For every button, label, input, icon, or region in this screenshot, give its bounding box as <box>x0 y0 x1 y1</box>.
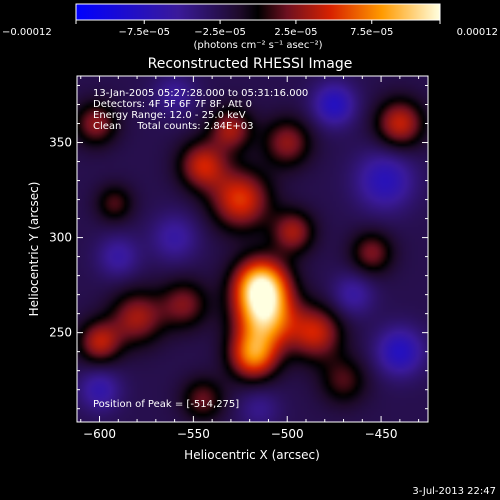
y-tick-label: 300 <box>49 231 72 245</box>
chart-title: Reconstructed RHESSI Image <box>148 56 353 72</box>
x-tick-label: −500 <box>271 427 304 441</box>
x-axis-label: Heliocentric X (arcsec) <box>184 448 320 462</box>
annotation-total-counts: Clean Total counts: 2.84E+03 <box>93 121 253 132</box>
x-tick-label: −450 <box>365 427 398 441</box>
annotation-detectors: Detectors: 4F 5F 6F 7F 8F, Att 0 <box>93 99 252 110</box>
colorbar-tick-label: 0.00012 <box>457 27 498 38</box>
footer-timestamp: 3-Jul-2013 22:47 <box>412 486 496 497</box>
colorbar-tick-label: −0.00012 <box>2 27 52 38</box>
y-tick-label: 350 <box>49 136 72 150</box>
colorbar-tick-label: 2.5e−05 <box>274 27 317 38</box>
plot-frame <box>76 75 429 423</box>
heatmap-image <box>77 76 428 422</box>
colorbar-tick-label: −7.5e−05 <box>118 27 170 38</box>
colorbar <box>75 3 441 21</box>
y-tick-label: 250 <box>49 326 72 340</box>
peak-position-label: Position of Peak = [-514,275] <box>93 399 239 410</box>
colorbar-tick-label: −2.5e−05 <box>194 27 246 38</box>
annotation-time-range: 13-Jan-2005 05:27:28.000 to 05:31:16.000 <box>93 88 308 99</box>
axis-ticks: −600 −550 −500 −450 250 300 350 <box>49 76 428 441</box>
x-tick-label: −550 <box>177 427 210 441</box>
annotation-energy-range: Energy Range: 12.0 - 25.0 keV <box>93 110 246 121</box>
colorbar-ticks: −0.00012 −7.5e−05 −2.5e−05 2.5e−05 7.5e−05 0.… <box>2 20 498 38</box>
colorbar-tick-label: 7.5e−05 <box>350 27 393 38</box>
y-axis-label: Heliocentric Y (arcsec) <box>27 182 41 317</box>
annotations: 13-Jan-2005 05:27:28.000 to 05:31:16.000… <box>93 88 308 410</box>
x-tick-label: −600 <box>83 427 116 441</box>
colorbar-unit-label: (photons cm⁻² s⁻¹ asec⁻²) <box>193 40 322 51</box>
